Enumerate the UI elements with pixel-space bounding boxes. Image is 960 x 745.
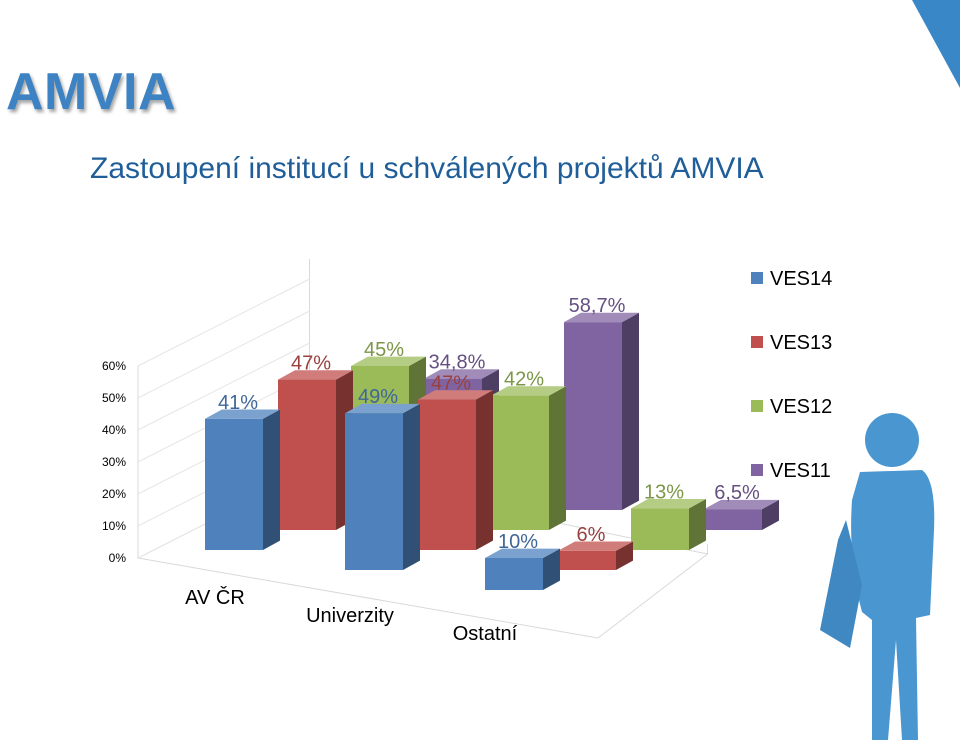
bar-ves13-1 <box>278 370 353 530</box>
data-label-ves14-2: 49% <box>358 386 398 408</box>
bar-ves11-3 <box>704 499 779 530</box>
chart-subtitle: Zastoupení institucí u schválených proje… <box>90 152 764 185</box>
data-label-ves13-1: 47% <box>291 353 331 375</box>
data-label-ves11-3: 6,5% <box>714 482 760 504</box>
legend-label: VES11 <box>770 460 831 482</box>
y-tick-label: 0% <box>109 551 127 565</box>
legend-item-ves11: VES11 <box>751 460 831 482</box>
data-label-ves13-3: 6% <box>577 524 606 546</box>
bar-ves14-2 <box>345 403 420 570</box>
person-silhouette <box>820 413 935 740</box>
bar-ves14-1 <box>205 409 280 550</box>
bar-ves13-3 <box>558 541 633 570</box>
data-label-ves14-1: 41% <box>218 392 258 414</box>
data-label-ves11-1: 34,8% <box>429 352 486 374</box>
legend-swatch <box>751 464 763 476</box>
gridline <box>137 310 310 399</box>
y-tick-label: 30% <box>102 455 126 469</box>
y-tick-label: 60% <box>102 359 126 373</box>
legend-swatch <box>751 336 763 348</box>
bar-ves11-2 <box>564 312 639 510</box>
bar-ves14-3 <box>485 548 560 590</box>
legend-item-ves13: VES13 <box>751 332 832 354</box>
logo-title: AMVIA <box>6 63 177 121</box>
bar-ves12-2 <box>491 386 566 530</box>
legend-label: VES12 <box>770 396 832 418</box>
legend-label: VES14 <box>770 268 832 290</box>
legend-swatch <box>751 400 763 412</box>
legend-item-ves14: VES14 <box>751 268 832 290</box>
gridline <box>137 342 310 431</box>
legend-swatch <box>751 272 763 284</box>
data-label-ves11-2: 58,7% <box>569 295 626 317</box>
legend-label: VES13 <box>770 332 832 354</box>
category-label: Univerzity <box>306 605 394 627</box>
bar-ves12-3 <box>631 499 706 550</box>
data-label-ves13-2: 47% <box>431 373 471 395</box>
y-tick-label: 10% <box>102 519 126 533</box>
y-tick-label: 40% <box>102 423 126 437</box>
data-label-ves12-2: 42% <box>504 369 544 391</box>
data-label-ves12-1: 45% <box>364 339 404 361</box>
category-label: AV ČR <box>185 586 245 609</box>
y-tick-label: 20% <box>102 487 126 501</box>
bar-ves13-2 <box>418 390 493 550</box>
legend-item-ves12: VES12 <box>751 396 832 418</box>
y-tick-label: 50% <box>102 391 126 405</box>
data-label-ves14-3: 10% <box>498 531 538 553</box>
category-label: Ostatní <box>453 623 518 645</box>
data-label-ves12-3: 13% <box>644 481 684 503</box>
deco-triangle <box>912 0 960 88</box>
gridline <box>137 278 310 367</box>
